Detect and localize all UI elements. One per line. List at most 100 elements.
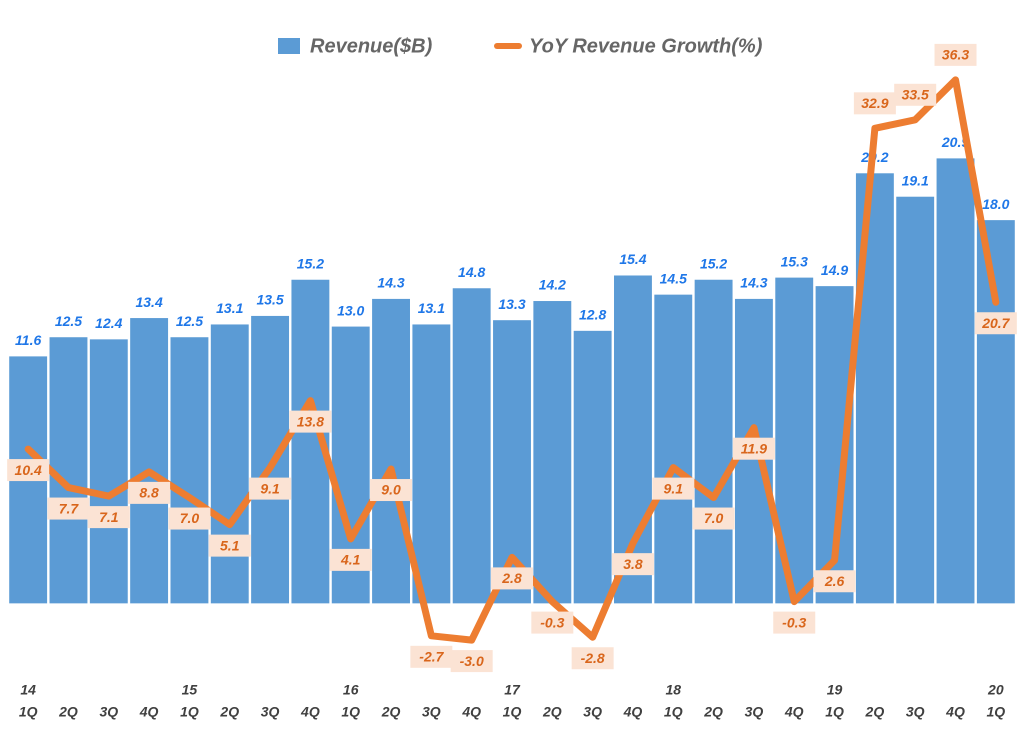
line-value-label: 36.3 — [942, 47, 969, 63]
line-value-label: 4.1 — [340, 552, 361, 568]
bar — [654, 294, 693, 604]
x-tick-label: 4Q — [623, 704, 643, 720]
bar-value-label: 15.3 — [781, 253, 808, 269]
line-value-label: 9.1 — [260, 480, 280, 496]
line-value-label: -3.0 — [460, 653, 484, 669]
bar-value-label: 18.0 — [982, 196, 1009, 212]
x-tick-label: 2Q — [542, 704, 562, 720]
bar-value-label: 14.9 — [821, 262, 848, 278]
x-tick-label: 2Q — [703, 704, 723, 720]
bar — [49, 337, 88, 604]
line-value-box — [491, 567, 533, 590]
line-value-label: 20.7 — [981, 315, 1010, 331]
line-value-box — [128, 481, 171, 504]
bar-value-label: 14.3 — [377, 275, 404, 291]
line-value-label: 5.1 — [220, 537, 240, 553]
x-tick-label: 4Q — [945, 704, 965, 720]
line-value-label: 9.0 — [381, 482, 401, 498]
x-tick-label: 4Q — [784, 704, 804, 720]
line-value-box — [571, 647, 614, 670]
line-value-box — [410, 645, 453, 668]
bar-value-label: 20.9 — [941, 134, 969, 150]
line-value-label: 7.0 — [180, 510, 200, 526]
line-value-box — [652, 477, 695, 500]
line-value-box — [208, 534, 251, 557]
x-tick-label: 3Q — [261, 704, 280, 720]
x-year-label: 16 — [343, 682, 359, 698]
x-tick-label: 2Q — [58, 704, 78, 720]
line-value-label: 11.9 — [741, 440, 767, 456]
bar-value-label: 15.2 — [700, 255, 727, 271]
line-value-box — [692, 507, 735, 530]
x-tick-label: 3Q — [99, 704, 118, 720]
x-year-label: 18 — [665, 682, 681, 698]
bar — [694, 279, 733, 604]
bar-value-label: 14.8 — [458, 264, 485, 280]
line-value-box — [7, 459, 50, 482]
bar — [412, 324, 451, 604]
line-value-label: -0.3 — [540, 614, 564, 630]
legend-label: Revenue($B) — [310, 35, 433, 57]
bar — [89, 339, 128, 604]
bar-value-label: 14.3 — [740, 275, 767, 291]
line-value-label: 32.9 — [861, 95, 888, 111]
line-value-box — [370, 479, 413, 502]
bar-value-label: 13.0 — [337, 302, 364, 318]
line-value-label: 2.6 — [824, 573, 845, 589]
bar — [452, 288, 491, 604]
bar-value-label: 14.5 — [660, 270, 687, 286]
line-value-box — [773, 611, 816, 634]
x-year-label: 15 — [182, 682, 198, 698]
line-value-box — [611, 553, 654, 576]
line-value-label: 10.4 — [15, 462, 42, 478]
bar — [372, 298, 410, 604]
line-value-box — [853, 92, 896, 115]
line-value-label: 33.5 — [902, 86, 929, 102]
bar-value-label: 11.6 — [15, 332, 41, 348]
line-value-box — [974, 312, 1017, 335]
line-value-box — [47, 497, 90, 520]
bar-value-label: 19.1 — [902, 172, 929, 188]
line-value-box — [732, 437, 775, 460]
line-value-box — [531, 611, 574, 634]
bar-value-label: 15.4 — [619, 251, 646, 267]
x-tick-label: 3Q — [422, 704, 441, 720]
x-tick-label: 1Q — [664, 704, 683, 720]
line-value-label: 7.0 — [704, 510, 724, 526]
line-value-box — [329, 548, 372, 571]
bar — [170, 337, 209, 604]
line-value-label: -2.8 — [581, 650, 605, 666]
line-value-box — [894, 83, 937, 106]
bar-value-label: 13.5 — [256, 292, 283, 308]
x-tick-label: 2Q — [219, 704, 239, 720]
bar-value-label: 12.8 — [579, 307, 606, 323]
line-value-box — [934, 43, 977, 66]
bar — [936, 158, 975, 604]
bar — [573, 330, 612, 604]
x-tick-label: 3Q — [745, 704, 764, 720]
x-year-label: 14 — [20, 682, 36, 698]
x-tick-label: 3Q — [583, 704, 602, 720]
line-value-box — [168, 507, 211, 530]
bar-value-label: 12.4 — [95, 315, 122, 331]
line-value-label: 9.1 — [664, 480, 684, 496]
x-tick-label: 1Q — [986, 704, 1005, 720]
line — [24, 76, 1000, 644]
bar-value-label: 13.1 — [216, 300, 243, 316]
line-value-box — [813, 570, 856, 593]
x-year-label: 19 — [827, 682, 843, 698]
x-tick-label: 1Q — [19, 704, 38, 720]
line-value-label: 7.7 — [59, 500, 80, 516]
x-tick-label: 2Q — [865, 704, 885, 720]
line-value-box — [289, 410, 332, 433]
x-tick-label: 1Q — [341, 704, 360, 720]
x-tick-label: 4Q — [461, 704, 481, 720]
bar — [896, 196, 935, 604]
bar-value-label: 14.2 — [539, 277, 566, 293]
x-tick-label: 4Q — [139, 704, 159, 720]
line-value-label: 3.8 — [623, 556, 643, 572]
line-value-box — [249, 477, 292, 500]
line-value-label: 2.8 — [501, 570, 522, 586]
x-year-label: 20 — [987, 682, 1004, 698]
x-tick-label: 3Q — [906, 704, 925, 720]
